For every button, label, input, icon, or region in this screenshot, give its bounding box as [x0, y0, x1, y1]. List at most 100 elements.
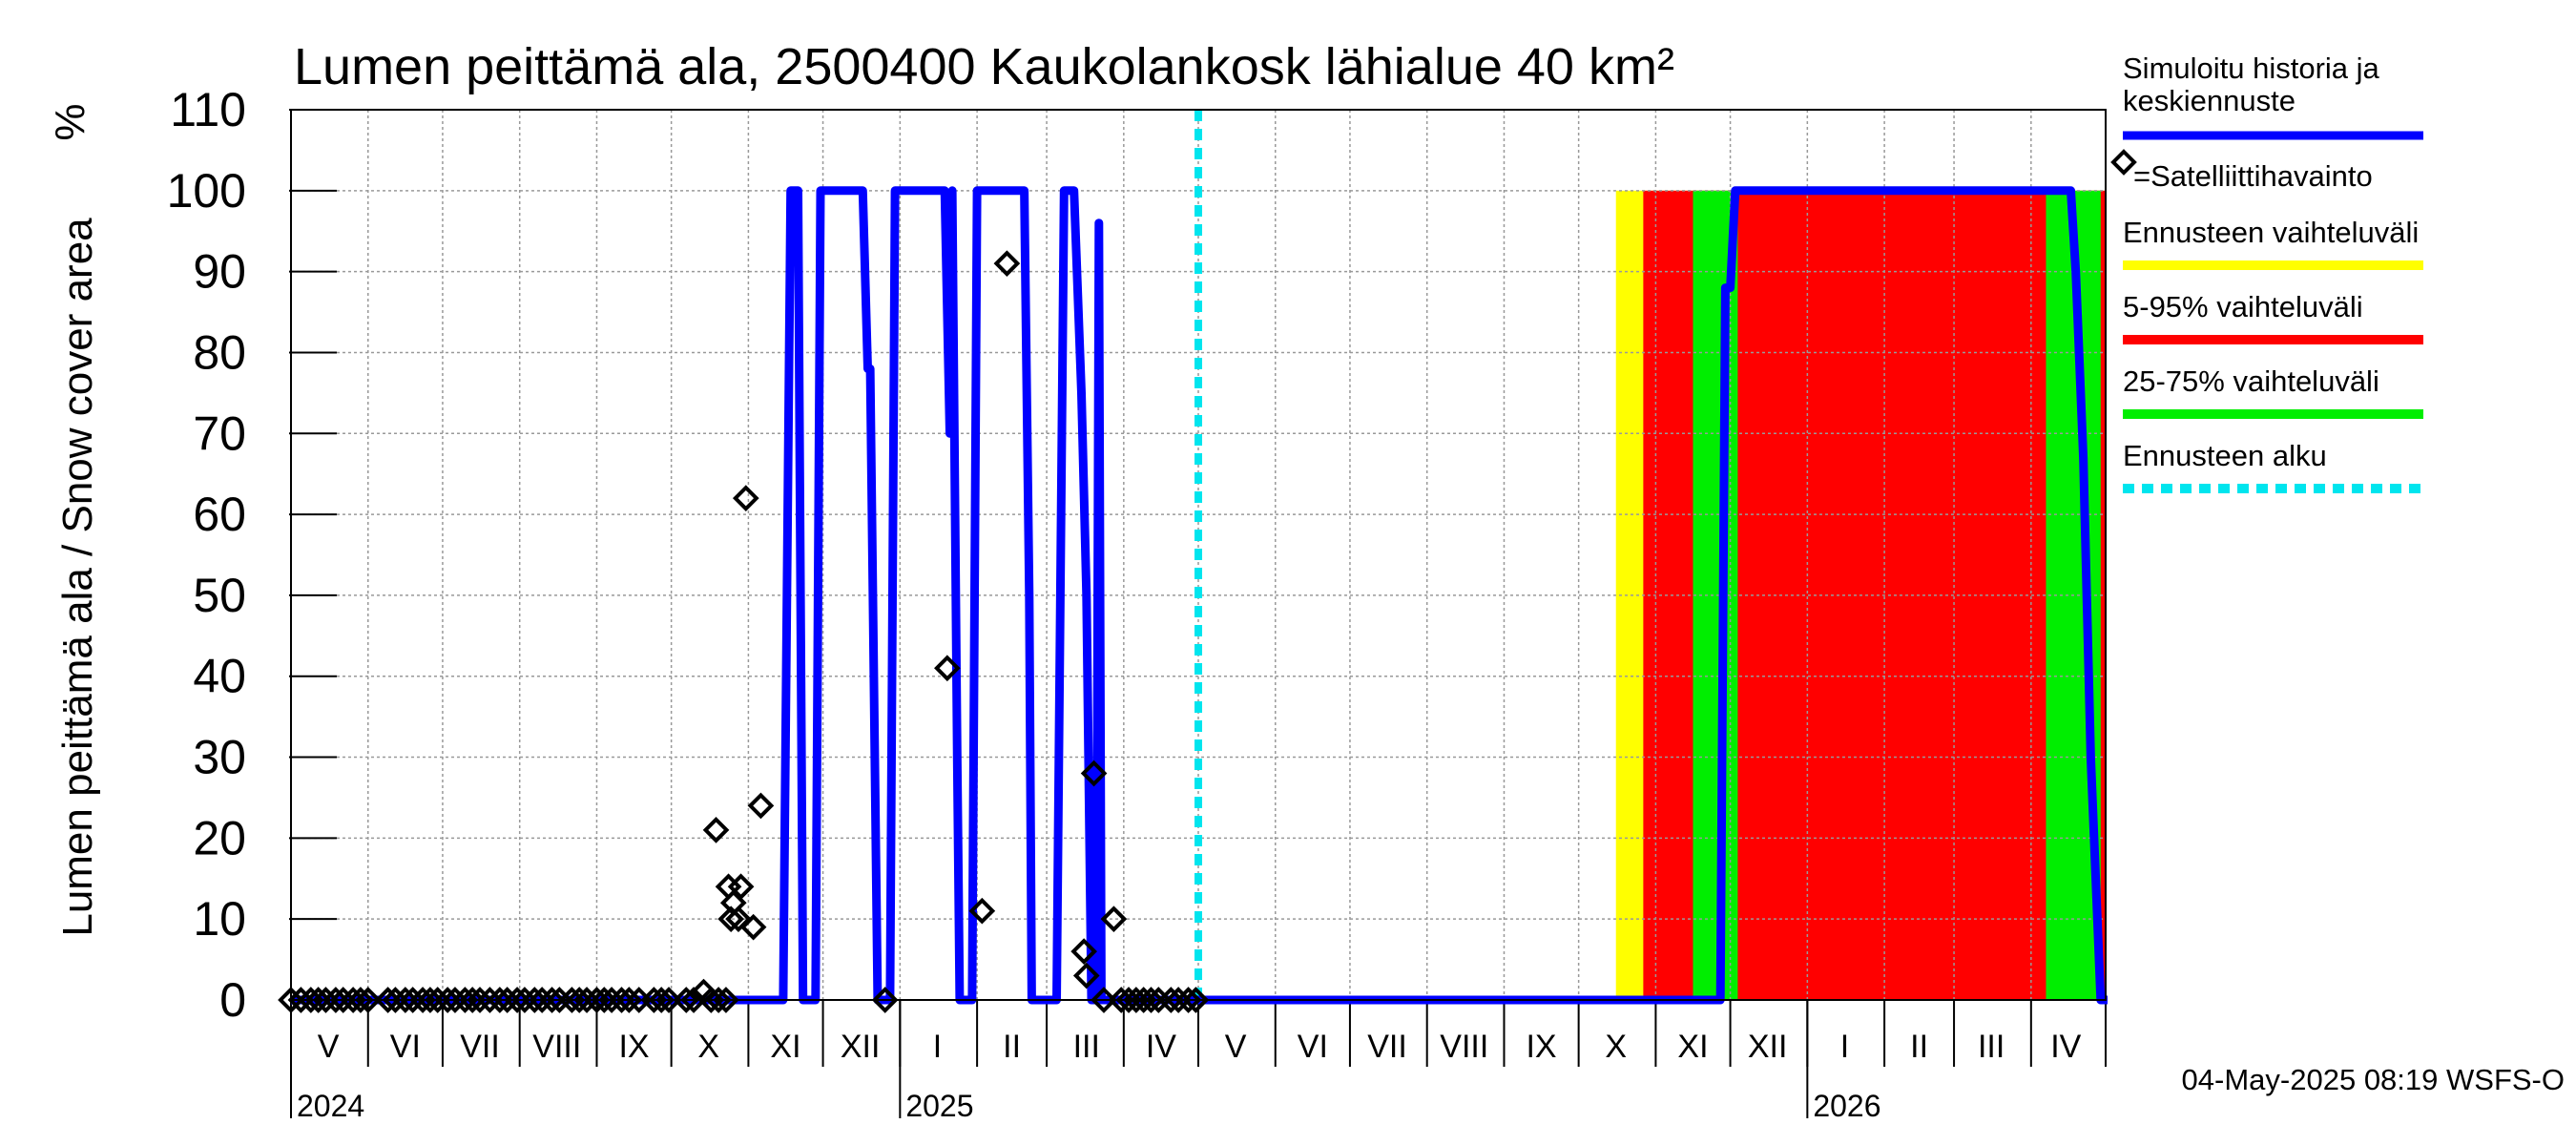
- y-tick-label-0: 0: [219, 973, 246, 1027]
- x-month-label-4: IX: [618, 1029, 649, 1065]
- satellite-observation-75: [1174, 987, 1202, 1013]
- y-tick-label-1: 10: [193, 892, 246, 946]
- x-year-label-0: 2024: [297, 1089, 364, 1123]
- satellite-observation-1: [287, 987, 315, 1013]
- satellite-observation-55: [732, 485, 759, 511]
- y-tick-label-3: 30: [193, 731, 246, 784]
- legend-swatch-1: [2110, 149, 2137, 176]
- satellite-observation-21: [467, 987, 493, 1013]
- satellite-observation-62: [1070, 938, 1097, 965]
- satellite-observation-41: [648, 987, 675, 1013]
- x-month-label-17: X: [1605, 1029, 1627, 1065]
- satellite-observations: [278, 250, 1210, 1013]
- satellite-observation-73: [1157, 987, 1185, 1013]
- x-month-label-16: IX: [1526, 1029, 1556, 1065]
- y-axis-ticks: 0 10 20 30 40 50 60 70 80 90 100 110: [167, 83, 337, 1027]
- satellite-observation-8: [347, 987, 374, 1013]
- satellite-observation-38: [615, 987, 643, 1013]
- satellite-observation-32: [566, 987, 593, 1013]
- legend-label-0-line2: keskiennuste: [2123, 84, 2296, 117]
- satellite-observation-49: [713, 987, 739, 1013]
- satellite-observation-66: [1100, 906, 1128, 933]
- timestamp: 04-May-2025 08:19 WSFS-O: [2182, 1063, 2565, 1096]
- y-tick-label-5: 50: [193, 569, 246, 622]
- satellite-observation-51: [717, 906, 744, 933]
- legend-label-0-line1: Simuloitu historia ja: [2123, 52, 2380, 85]
- x-month-label-20: I: [1840, 1029, 1849, 1065]
- satellite-observation-48: [705, 987, 732, 1013]
- plot-frame: [290, 109, 2107, 1001]
- satellite-observation-60: [968, 897, 996, 925]
- satellite-observation-12: [392, 987, 419, 1013]
- satellite-observation-42: [655, 987, 682, 1013]
- satellite-observation-5: [322, 987, 349, 1013]
- satellite-observation-20: [459, 987, 487, 1013]
- satellite-observation-59: [934, 655, 961, 682]
- y-axis-label: Lumen peittämä ala / Snow cover area: [54, 218, 101, 937]
- x-month-label-15: VIII: [1440, 1029, 1488, 1065]
- satellite-observation-18: [442, 987, 468, 1013]
- x-month-label-12: V: [1225, 1029, 1247, 1065]
- y-tick-label-10: 100: [167, 164, 246, 218]
- y-tick-label-8: 80: [193, 325, 246, 379]
- satellite-observation-6: [329, 987, 357, 1013]
- satellite-observation-57: [747, 792, 775, 820]
- x-month-label-0: V: [318, 1029, 340, 1065]
- satellite-observation-26: [511, 987, 538, 1013]
- satellite-observation-27: [521, 987, 549, 1013]
- satellite-observation-43: [673, 987, 700, 1013]
- satellite-observation-0: [278, 987, 304, 1013]
- x-month-label-22: III: [1978, 1029, 2005, 1065]
- satellite-observation-53: [725, 906, 752, 933]
- satellite-observation-13: [399, 987, 426, 1013]
- x-month-label-8: I: [933, 1029, 942, 1065]
- satellite-observation-3: [304, 987, 332, 1013]
- x-month-label-2: VII: [460, 1029, 500, 1065]
- satellite-observation-65: [1091, 987, 1117, 1013]
- legend-label-1: =Satelliittihavainto: [2133, 159, 2373, 193]
- satellite-observation-22: [476, 987, 504, 1013]
- satellite-observation-64: [1080, 760, 1108, 787]
- satellite-observation-10: [374, 987, 402, 1013]
- satellite-observation-47: [702, 817, 730, 843]
- y-tick-label-11: 110: [170, 83, 246, 136]
- satellite-observation-44: [680, 987, 707, 1013]
- satellite-observation-33: [573, 987, 600, 1013]
- x-month-label-1: VI: [390, 1029, 421, 1065]
- y-tick-label-2: 20: [193, 811, 246, 864]
- simulated-history-line: [291, 186, 2108, 1005]
- x-month-label-3: VIII: [532, 1029, 581, 1065]
- satellite-observation-15: [417, 987, 444, 1013]
- satellite-observation-4: [312, 987, 340, 1013]
- x-month-label-10: III: [1073, 1029, 1100, 1065]
- legend-label-4: 25-75% vaihteluväli: [2123, 364, 2379, 398]
- y-axis-unit: %: [47, 103, 93, 140]
- x-month-label-18: XI: [1677, 1029, 1708, 1065]
- satellite-observation-17: [434, 987, 461, 1013]
- x-month-label-5: X: [697, 1029, 719, 1065]
- satellite-observation-35: [591, 987, 618, 1013]
- legend-label-2: Ennusteen vaihteluväli: [2123, 216, 2419, 249]
- x-month-label-11: IV: [1146, 1029, 1176, 1065]
- satellite-observation-54: [727, 873, 755, 901]
- y-tick-label-7: 70: [193, 406, 246, 460]
- x-axis: V VI VII VIII IX X XI XII I II III IV V VI VII VIII IX X X…: [290, 1000, 2107, 1123]
- satellite-observation-56: [739, 913, 767, 941]
- satellite-observation-11: [382, 987, 409, 1013]
- x-month-label-13: VI: [1298, 1029, 1328, 1065]
- satellite-observation-74: [1165, 987, 1192, 1013]
- satellite-observation-36: [598, 987, 625, 1013]
- y-tick-label-4: 40: [193, 650, 246, 703]
- satellite-observation-61: [993, 250, 1021, 277]
- satellite-observation-29: [538, 987, 566, 1013]
- satellite-observation-76: [1182, 987, 1210, 1013]
- satellite-observation-24: [493, 987, 521, 1013]
- satellite-observation-58: [871, 987, 899, 1013]
- y-tick-label-9: 90: [193, 245, 246, 299]
- satellite-observation-63: [1072, 962, 1100, 989]
- satellite-observation-23: [487, 987, 513, 1013]
- legend-label-3: 5-95% vaihteluväli: [2123, 290, 2363, 323]
- chart-title: Lumen peittämä ala, 2500400 Kaukolankosk…: [294, 38, 1674, 95]
